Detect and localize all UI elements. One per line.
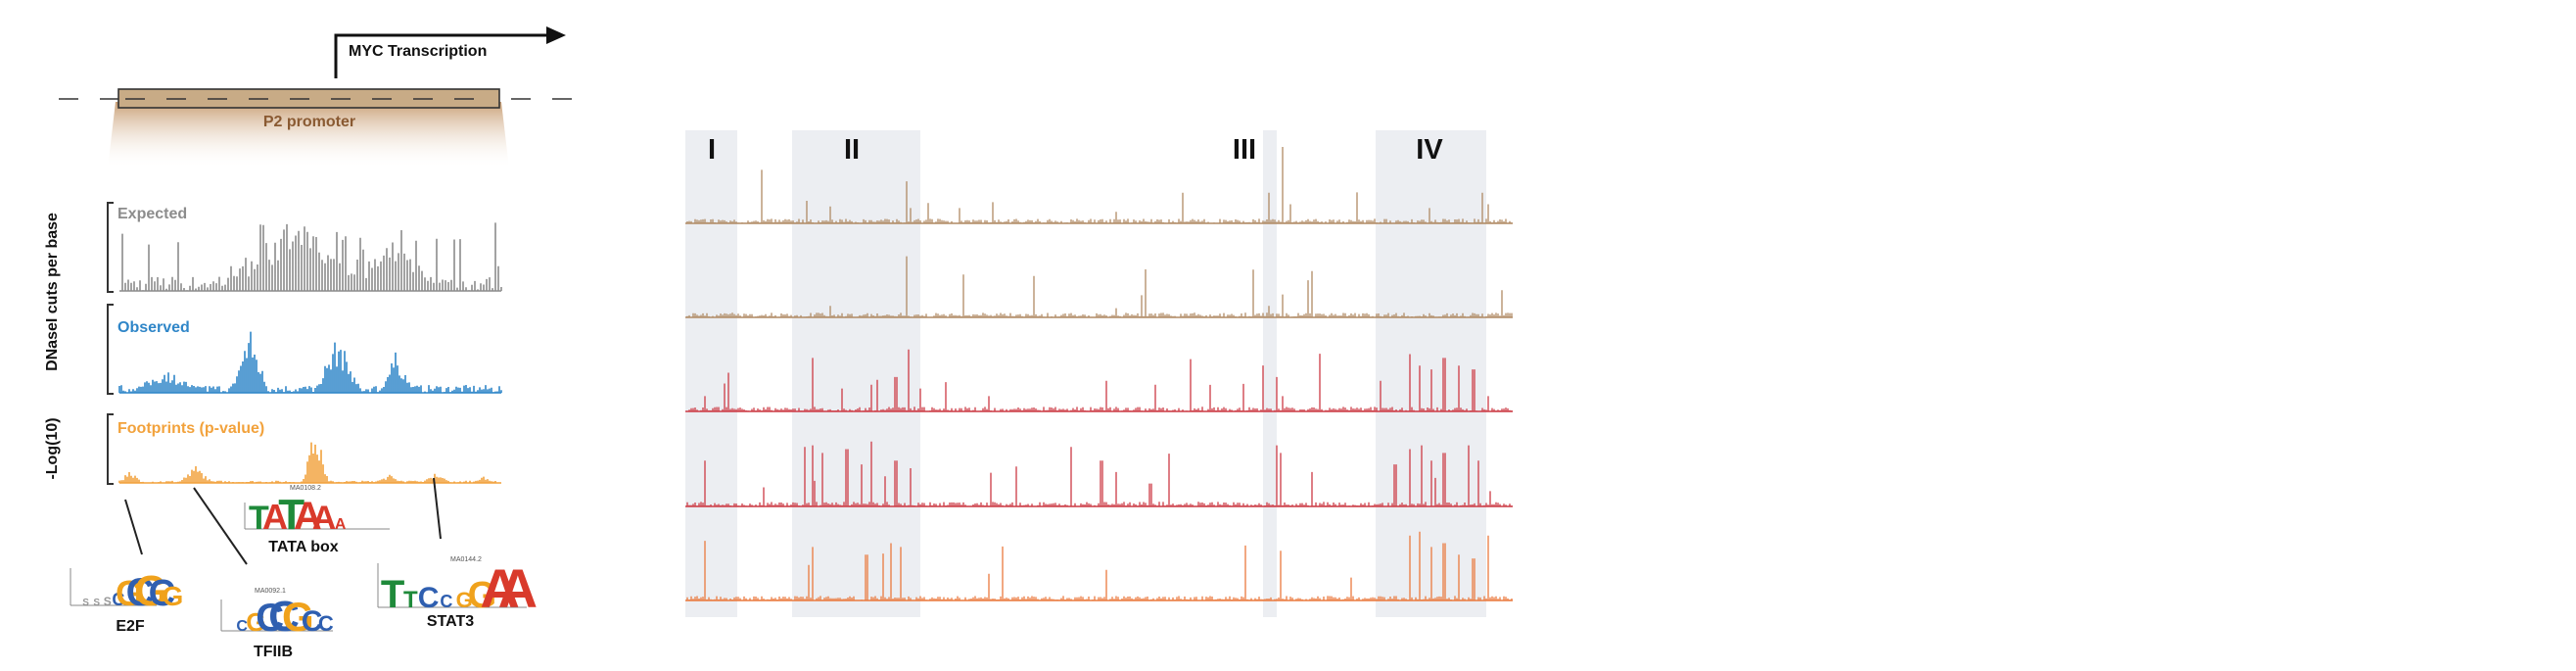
region-shade-I — [685, 130, 737, 617]
motif-tfiib-id: MA0092.1 — [255, 588, 286, 595]
motif-letter: C — [149, 573, 175, 614]
motif-letter: S — [82, 598, 89, 608]
motif-letter: C — [126, 571, 155, 614]
connector-e2f — [124, 499, 143, 555]
region-track — [685, 147, 1513, 224]
arrow-head-icon — [546, 26, 566, 44]
motif-letter: C — [418, 582, 440, 614]
motif-letter: G — [116, 573, 143, 613]
motif-letter: A — [480, 557, 519, 619]
track-footprints: Footprints (p-value) — [117, 420, 501, 484]
motif-tata-label: TATA box — [268, 539, 338, 555]
motif-letter: G — [282, 594, 314, 640]
signal-bars — [121, 222, 502, 291]
bracket-expected — [107, 202, 114, 293]
region-label-II: II — [844, 134, 860, 166]
motif-stat3-id: MA0144.2 — [450, 556, 482, 563]
motif-stat3-label: STAT3 — [427, 613, 474, 630]
bracket-footprints — [107, 413, 114, 485]
motif-letter: G — [163, 581, 184, 611]
region-track — [685, 256, 1513, 318]
promoter-label: P2 promoter — [263, 114, 355, 130]
region-track — [685, 441, 1513, 507]
motif-letter: C — [302, 605, 323, 638]
motif-letter: C — [256, 597, 284, 640]
motif-letter: T — [278, 491, 304, 539]
motif-letter: G — [468, 575, 497, 616]
region-label-I: I — [708, 134, 716, 166]
transcription-arrow — [334, 33, 548, 78]
region-track — [685, 531, 1513, 601]
promoter-schematic: P2 promoter MYC Transcription — [59, 26, 587, 168]
motif-letter: A — [294, 495, 322, 538]
motif-letter: A — [335, 516, 347, 533]
connector-tfiib — [193, 487, 248, 565]
motif-letter: S — [104, 595, 112, 608]
region-track — [685, 349, 1513, 412]
track-footprints-label: Footprints (p-value) — [117, 420, 264, 437]
motif-e2f-label: E2F — [116, 618, 145, 635]
motif-letter: G — [456, 588, 473, 612]
motif-letter: A — [498, 557, 538, 619]
track-observed: Observed — [117, 319, 502, 394]
signal-bars — [686, 441, 1513, 506]
region-shade-III — [1263, 130, 1277, 617]
motif-letter: C — [440, 592, 452, 611]
signal-bars — [118, 331, 502, 393]
promoter-glow — [108, 102, 509, 168]
motif-letter: T — [249, 500, 269, 537]
y-axis-log-label: -Log(10) — [44, 417, 61, 479]
motif-connectors — [124, 477, 442, 565]
motif-letter: G — [246, 607, 265, 637]
y-axis-cuts-label: DNaseI cuts per base — [44, 213, 61, 371]
connector-stat3 — [433, 477, 442, 540]
track-observed-label: Observed — [117, 319, 190, 336]
track-expected: Expected — [117, 206, 502, 292]
bracket-observed — [107, 304, 114, 395]
motif-letter: A — [312, 500, 337, 537]
motif-letter: A — [262, 497, 288, 537]
region-label-III: III — [1233, 134, 1256, 166]
motif-letter: C — [236, 618, 248, 635]
motif-letter: C — [318, 611, 334, 636]
motif-letter: G — [134, 567, 167, 615]
right-track-stack — [685, 147, 1513, 601]
motif-letter: T — [381, 573, 404, 616]
motif-letter: T — [403, 587, 418, 613]
motif-letter: C — [268, 593, 300, 641]
region-panel: I II III IV — [685, 130, 1513, 617]
region-label-IV: IV — [1416, 134, 1443, 166]
motif-tata-id: MA0108.2 — [290, 485, 321, 492]
motif-letter: S — [93, 598, 100, 608]
motif-letter: C — [112, 590, 124, 609]
motif-tfiib-label: TFIIB — [254, 644, 293, 660]
transcription-label: MYC Transcription — [349, 43, 487, 60]
signal-bars — [118, 442, 496, 483]
track-expected-label: Expected — [117, 206, 187, 222]
region-shade-II — [792, 130, 920, 617]
